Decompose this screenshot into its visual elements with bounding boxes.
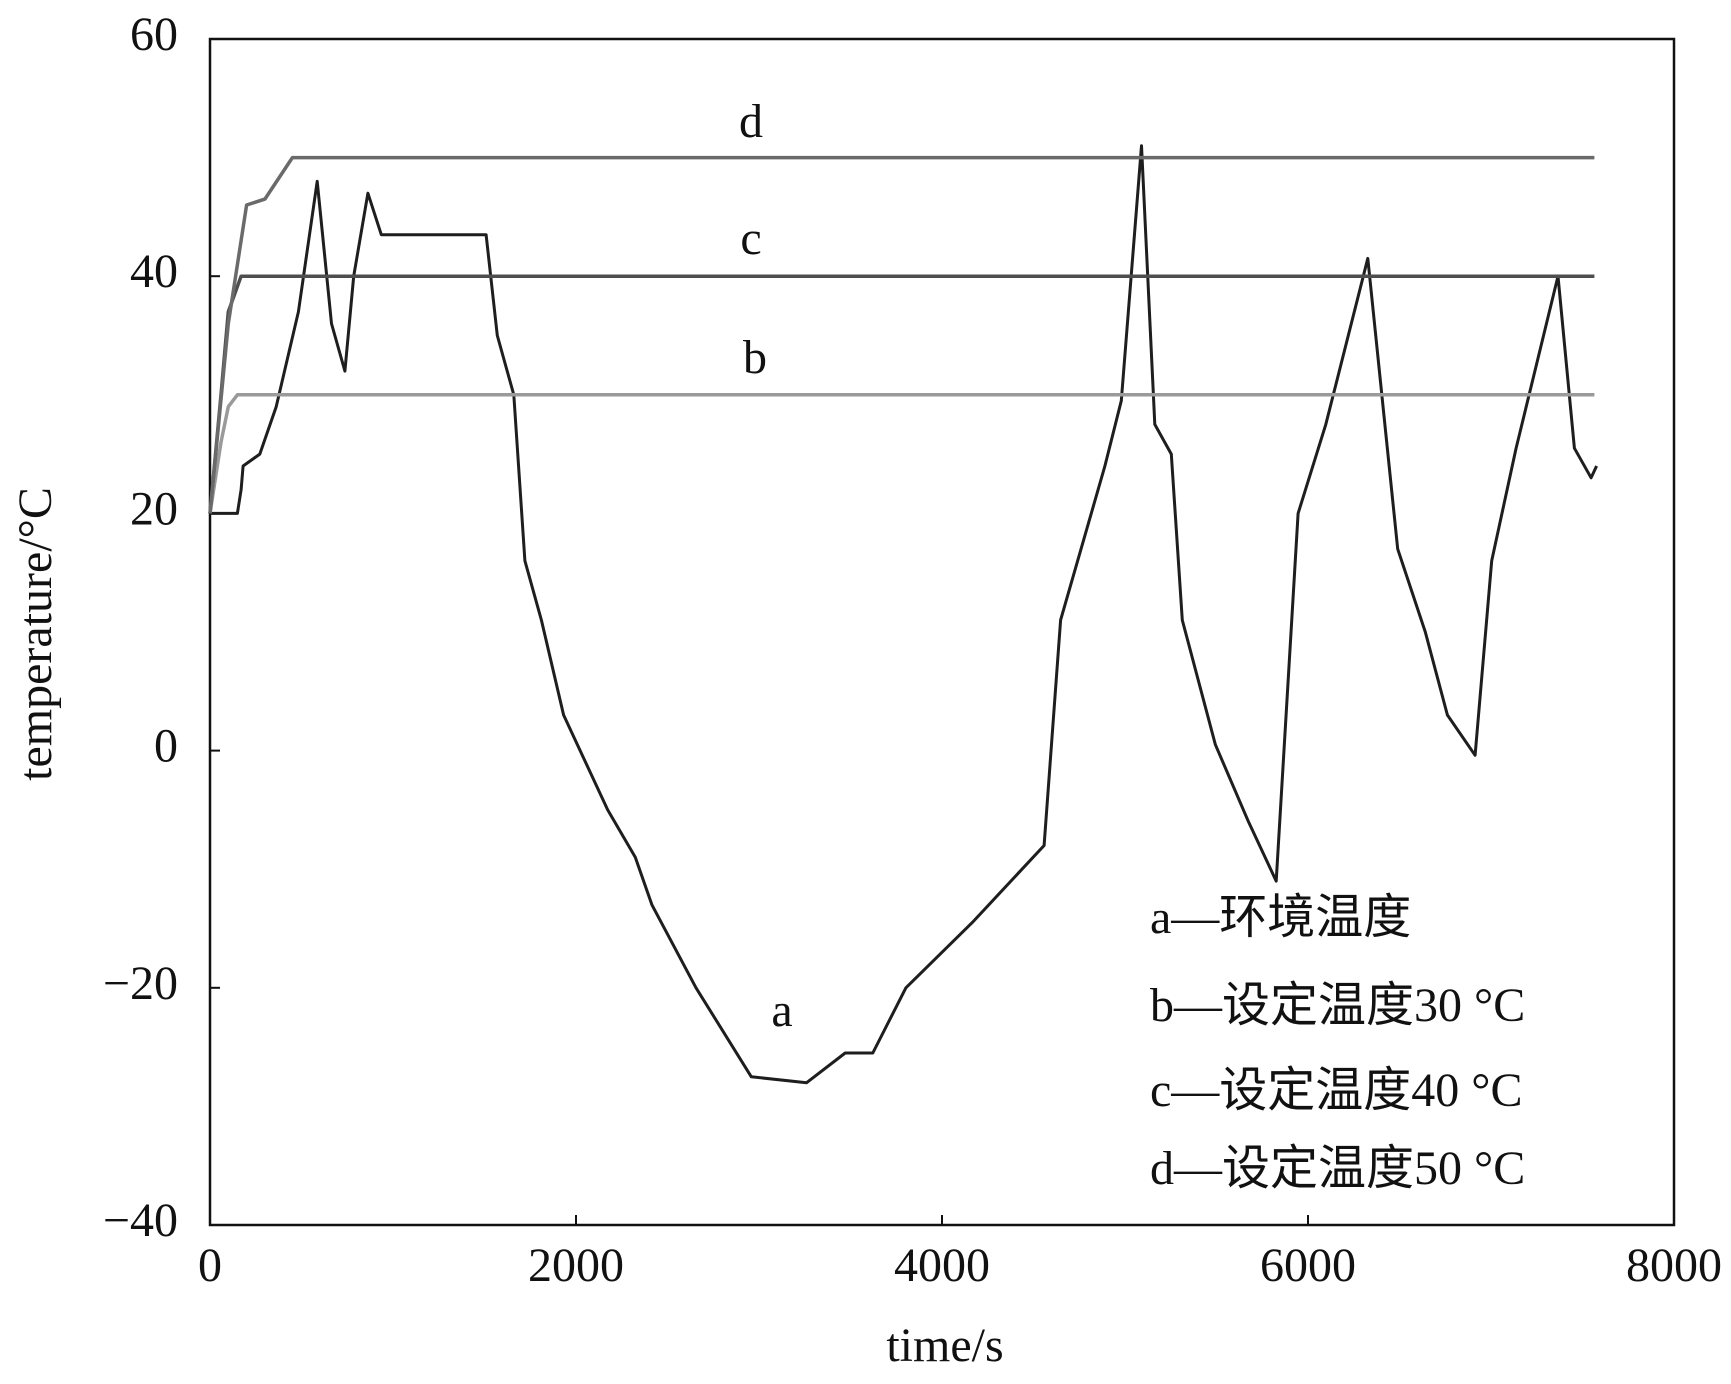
y-tick-label: 20	[130, 482, 178, 535]
y-tick-label: 40	[130, 245, 178, 298]
series-line	[208, 393, 1595, 514]
y-tick-label: −20	[103, 957, 178, 1010]
legend-entry: b—设定温度30 °C	[1150, 979, 1525, 1032]
series-line	[210, 144, 1598, 1085]
y-tick-label: 0	[154, 720, 178, 773]
legend-entry: c—设定温度40 °C	[1150, 1064, 1523, 1117]
curve-label: c	[740, 212, 761, 265]
x-tick-label: 4000	[894, 1239, 990, 1292]
x-tick-label: 6000	[1260, 1239, 1356, 1292]
x-tick-label: 8000	[1626, 1239, 1722, 1292]
plot-frame	[208, 37, 1676, 1227]
y-tick-label: 60	[130, 8, 178, 61]
legend-entry: a—环境温度	[1150, 891, 1411, 944]
y-tick-label: −40	[103, 1194, 178, 1247]
x-axis-label: time/s	[886, 1319, 1003, 1372]
curve-label: d	[739, 95, 763, 148]
x-tick-label: 2000	[528, 1239, 624, 1292]
legend-entry: d—设定温度50 °C	[1150, 1142, 1525, 1195]
y-axis-label: temperature/°C	[9, 487, 62, 781]
x-tick-label: 0	[198, 1239, 222, 1292]
curve-label: a	[771, 984, 792, 1037]
curve-label: b	[743, 331, 767, 384]
series-line	[208, 155, 1595, 514]
